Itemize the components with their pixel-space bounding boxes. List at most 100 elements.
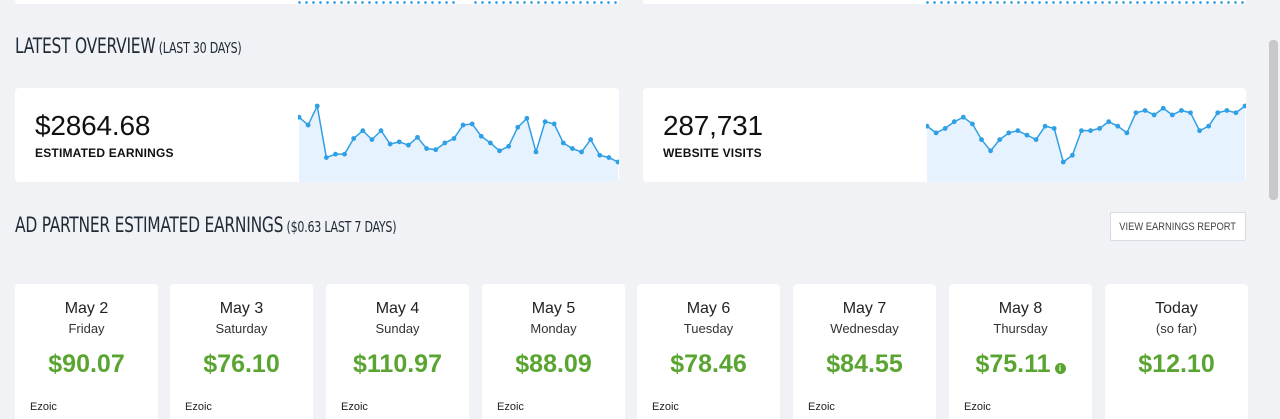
day-weekday: Monday [530, 321, 577, 336]
day-amount: $76.10 [203, 350, 280, 378]
previous-chart-left-b [472, 1, 618, 4]
day-date: May 6 [686, 300, 731, 317]
day-amount: $84.55 [826, 350, 903, 378]
sparkline-point-28 [1179, 108, 1184, 113]
day-card-1[interactable]: May 3 Saturday $76.10 Ezoic [170, 284, 313, 419]
sparkline-point-24 [1142, 108, 1148, 113]
earnings-sparkline [298, 103, 619, 182]
view-earnings-report-label: VIEW EARNINGS REPORT [1119, 220, 1237, 233]
day-amount: $88.09 [515, 350, 592, 378]
sparkline-point-6 [979, 137, 984, 142]
sparkline-point-34 [1233, 110, 1239, 116]
day-weekday: Wednesday [830, 321, 899, 336]
day-amount-row: $110.97 [326, 350, 469, 379]
sparkline-point-20 [478, 133, 484, 139]
day-card-7[interactable]: Today (so far) $12.10 [1105, 284, 1248, 419]
scrollbar-thumb[interactable] [1269, 40, 1278, 200]
day-card-6[interactable]: May 8 Thursday $75.11 i Ezoic [949, 284, 1092, 419]
day-card-0[interactable]: May 2 Friday $90.07 Ezoic [15, 284, 158, 419]
sparkline-point-7 [360, 128, 366, 134]
sparkline-point-25 [1151, 112, 1157, 118]
sparkline-point-22 [1124, 130, 1130, 136]
day-weekday: Saturday [215, 321, 268, 336]
sparkline-point-15 [433, 147, 439, 153]
info-icon[interactable]: i [1054, 363, 1066, 374]
sparkline-point-29 [1188, 110, 1193, 116]
sparkline-point-0 [298, 114, 302, 120]
previous-chart-right [924, 1, 1244, 4]
visits-label: WEBSITE VISITS [663, 146, 762, 160]
day-date: Today [1155, 300, 1198, 317]
day-amount-row: $90.07 [15, 350, 158, 379]
day-date: May 4 [375, 300, 420, 317]
day-card-3[interactable]: May 5 Monday $88.09 Ezoic [482, 284, 625, 419]
day-amount-row: $84.55 [793, 350, 936, 379]
sparkline-point-11 [396, 139, 402, 145]
sparkline-point-14 [1051, 126, 1057, 131]
sparkline-point-5 [342, 151, 347, 157]
sparkline-line [926, 105, 1246, 164]
sparkline-point-10 [387, 141, 393, 147]
sparkline-point-18 [1088, 128, 1093, 134]
earnings-value: $2864.68 [35, 110, 151, 141]
sparkline-point-32 [1215, 110, 1221, 116]
day-amount: $12.10 [1138, 350, 1215, 378]
day-amount-row: $76.10 [170, 350, 313, 379]
sparkline-point-26 [1160, 105, 1166, 111]
sparkline-point-26 [533, 149, 539, 155]
sparkline-point-27 [1169, 112, 1175, 118]
sparkline-point-23 [506, 143, 512, 149]
day-weekday: Sunday [375, 321, 420, 336]
visits-card[interactable]: 287,731 WEBSITE VISITS [643, 88, 1246, 182]
sparkline-point-4 [333, 151, 338, 157]
sparkline-point-12 [405, 142, 411, 148]
sparkline-point-16 [1069, 152, 1075, 158]
sparkline-point-25 [524, 115, 530, 121]
sparkline-point-33 [597, 152, 603, 158]
sparkline-point-19 [1097, 126, 1103, 131]
sparkline-point-1 [305, 122, 311, 128]
sparkline-point-6 [351, 136, 357, 141]
day-amount: $75.11 [975, 350, 1051, 378]
day-amount-row: $78.46 [637, 350, 780, 379]
day-weekday: Thursday [993, 321, 1048, 336]
day-date: May 7 [842, 300, 887, 317]
overview-heading: LATEST OVERVIEW (LAST 30 DAYS) [15, 34, 242, 58]
sparkline-point-19 [469, 121, 475, 127]
earnings-label: ESTIMATED EARNINGS [35, 146, 174, 160]
page-scrollbar[interactable] [1266, 0, 1280, 419]
sparkline-point-21 [488, 140, 493, 146]
sparkline-point-32 [588, 137, 594, 142]
sparkline-area [927, 106, 1245, 182]
sparkline-point-14 [424, 146, 429, 151]
sparkline-point-3 [323, 155, 329, 160]
day-date: May 8 [998, 300, 1043, 317]
sparkline-point-23 [1133, 110, 1139, 116]
day-card-2[interactable]: May 4 Sunday $110.97 Ezoic [326, 284, 469, 419]
sparkline-point-22 [497, 148, 502, 154]
sparkline-point-21 [1115, 123, 1121, 129]
sparkline-point-16 [442, 140, 448, 146]
day-partner: Ezoic [652, 401, 679, 413]
sparkline-point-33 [1224, 108, 1230, 113]
ad-partner-heading: AD PARTNER ESTIMATED EARNINGS ($0.63 LAST… [15, 213, 397, 237]
sparkline-point-27 [542, 119, 548, 125]
day-amount: $110.97 [353, 350, 442, 378]
day-amount: $78.46 [670, 350, 747, 378]
day-amount-row: $88.09 [482, 350, 625, 379]
view-earnings-report-button[interactable]: VIEW EARNINGS REPORT [1110, 212, 1246, 241]
earnings-card[interactable]: $2864.68 ESTIMATED EARNINGS [15, 88, 619, 182]
sparkline-point-31 [1206, 123, 1212, 129]
day-amount: $90.07 [48, 350, 125, 378]
day-date: May 5 [531, 300, 576, 317]
day-date: May 2 [64, 300, 109, 317]
day-card-5[interactable]: May 7 Wednesday $84.55 Ezoic [793, 284, 936, 419]
day-card-4[interactable]: May 6 Tuesday $78.46 Ezoic [637, 284, 780, 419]
previous-chart-left-a [296, 1, 456, 4]
sparkline-point-28 [551, 121, 557, 127]
sparkline-point-1 [933, 130, 939, 136]
day-amount-row: $12.10 [1105, 350, 1248, 379]
sparkline-point-30 [570, 146, 575, 151]
sparkline-point-17 [1079, 128, 1084, 134]
sparkline-point-2 [314, 103, 320, 109]
